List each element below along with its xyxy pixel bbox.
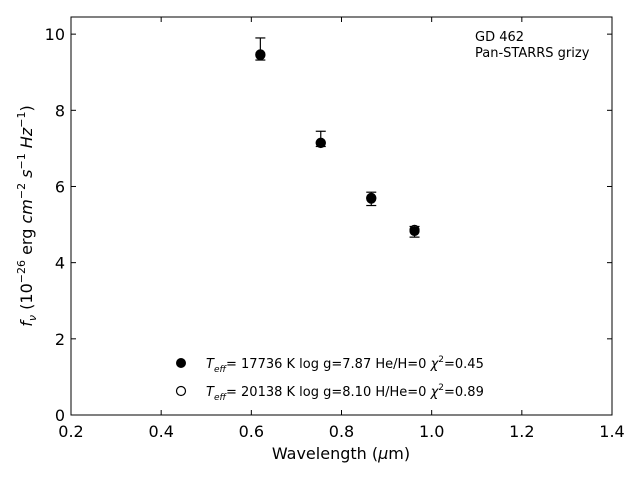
y-tick-labels: 0 2 4 6 8 10 (45, 25, 65, 425)
plot-frame (70, 16, 613, 416)
y-tick-label: 4 (55, 254, 65, 273)
error-bars (255, 37, 420, 238)
data-points (255, 49, 420, 237)
legend-entry-2: Teff= 20138 K log g=8.10 H/He=0 χ2=0.89 (206, 383, 484, 403)
x-tick-label: 1.2 (509, 422, 534, 441)
legend-marker-open (175, 385, 187, 397)
point-filled (409, 225, 420, 237)
annotation-star-name: GD 462 (475, 30, 524, 45)
point-filled (315, 137, 326, 148)
legend: Teff= 17736 K log g=7.87 He/H=0 χ2=0.45 … (175, 355, 484, 403)
x-tick-label: 0.6 (239, 422, 264, 441)
y-tick-label: 2 (55, 330, 65, 349)
point-filled (366, 193, 377, 204)
y-tick-label: 6 (55, 177, 65, 196)
x-axis-label: Wavelength (μm) (272, 444, 410, 463)
y-tick-label: 10 (45, 25, 65, 44)
axis-ticks (70, 17, 613, 416)
legend-entry-1: Teff= 17736 K log g=7.87 He/H=0 χ2=0.45 (206, 355, 484, 375)
x-tick-label: 1.0 (419, 422, 444, 441)
x-tick-label: 0.2 (58, 422, 83, 441)
y-axis-label: fν (10−26 erg cm−2 s−1 Hz−1) (15, 105, 39, 326)
annotation-survey: Pan-STARRS grizy (475, 46, 590, 61)
x-tick-label: 0.8 (329, 422, 354, 441)
legend-marker-filled (176, 358, 186, 368)
point-filled (255, 49, 266, 61)
x-tick-label: 1.4 (599, 422, 624, 441)
y-tick-label: 0 (55, 406, 65, 425)
x-tick-label: 0.4 (148, 422, 173, 441)
x-tick-labels: 0.2 0.4 0.6 0.8 1.0 1.2 1.4 (58, 422, 624, 441)
y-tick-label: 8 (55, 101, 65, 120)
